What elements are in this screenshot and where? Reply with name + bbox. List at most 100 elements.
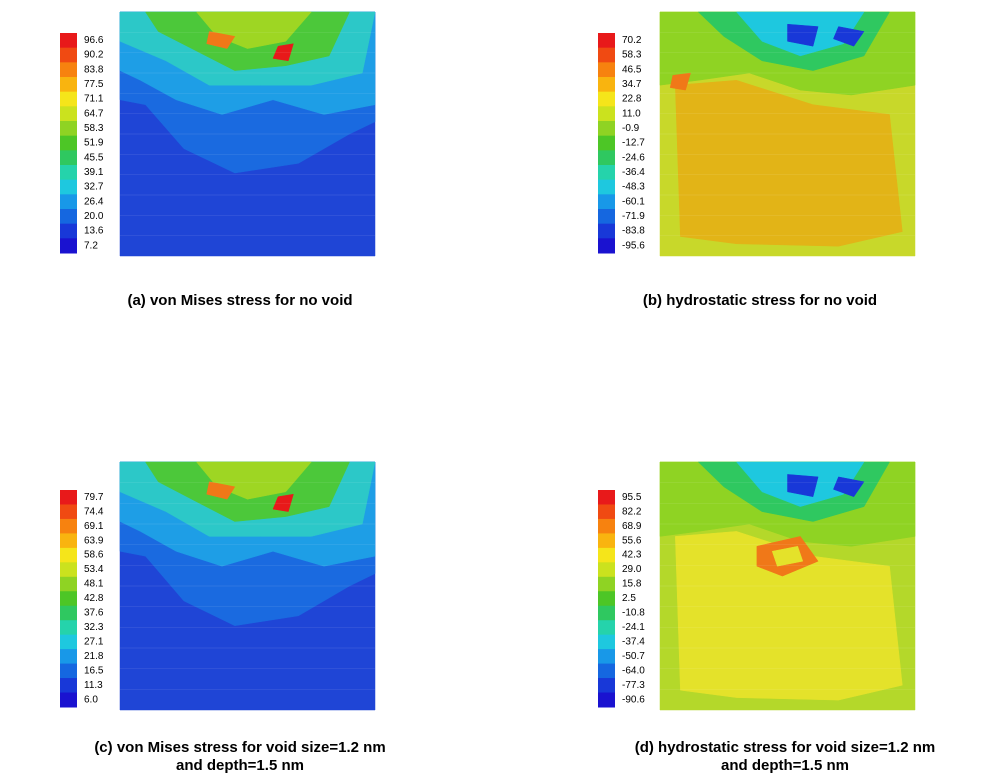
colorbar-band xyxy=(598,165,615,180)
colorbar-band xyxy=(60,504,77,519)
colorbar-label: 77.5 xyxy=(84,79,104,90)
colorbar-label: 32.7 xyxy=(84,182,104,193)
colorbar-label: 68.9 xyxy=(622,521,642,532)
colorbar-label: -48.3 xyxy=(622,182,645,193)
caption: (b) hydrostatic stress for no void xyxy=(643,292,877,309)
colorbar-band xyxy=(60,693,77,708)
colorbar-band xyxy=(60,635,77,650)
colorbar-label: 82.2 xyxy=(622,506,642,517)
colorbar-label: 70.2 xyxy=(622,35,642,46)
colorbar-label: 39.1 xyxy=(84,167,104,178)
colorbar-band xyxy=(60,194,77,209)
colorbar-band xyxy=(598,48,615,63)
colorbar-band xyxy=(598,548,615,563)
colorbar-label: -90.6 xyxy=(622,694,645,705)
colorbar-label: 20.0 xyxy=(84,211,104,222)
colorbar-label: 22.8 xyxy=(622,94,642,105)
colorbar-label: 55.6 xyxy=(622,535,642,546)
colorbar-band xyxy=(60,180,77,195)
colorbar-band xyxy=(598,224,615,239)
colorbar-label: -83.8 xyxy=(622,226,645,237)
colorbar-label: -24.1 xyxy=(622,622,645,633)
colorbar-label: -36.4 xyxy=(622,167,645,178)
colorbar-band xyxy=(598,577,615,592)
colorbar-band xyxy=(60,77,77,92)
colorbar-band xyxy=(60,606,77,621)
colorbar-label: 45.5 xyxy=(84,152,104,163)
colorbar-label: 63.9 xyxy=(84,535,104,546)
colorbar-label: 51.9 xyxy=(84,138,104,149)
colorbar-band xyxy=(598,180,615,195)
colorbar-band xyxy=(598,504,615,519)
colorbar-band xyxy=(60,92,77,107)
colorbar-band xyxy=(598,620,615,635)
colorbar-label: 69.1 xyxy=(84,521,104,532)
caption: (a) von Mises stress for no void xyxy=(127,292,352,309)
colorbar-band xyxy=(598,519,615,534)
colorbar-band xyxy=(598,194,615,209)
colorbar-band xyxy=(598,606,615,621)
colorbar-band xyxy=(60,209,77,224)
colorbar-label: 13.6 xyxy=(84,226,104,237)
colorbar-band xyxy=(60,165,77,180)
caption: (d) hydrostatic stress for void size=1.2… xyxy=(635,739,936,756)
caption: (c) von Mises stress for void size=1.2 n… xyxy=(94,739,385,756)
colorbar-label: 16.5 xyxy=(84,665,104,676)
colorbar-label: 58.3 xyxy=(622,50,642,61)
colorbar-label: 58.6 xyxy=(84,550,104,561)
colorbar-label: 2.5 xyxy=(622,593,636,604)
colorbar-band xyxy=(60,224,77,239)
colorbar-label: -37.4 xyxy=(622,637,645,648)
colorbar-label: -60.1 xyxy=(622,196,645,207)
colorbar-label: -77.3 xyxy=(622,680,645,691)
colorbar-band xyxy=(598,490,615,505)
colorbar-band xyxy=(60,490,77,505)
colorbar-band xyxy=(60,48,77,63)
colorbar-band xyxy=(598,591,615,606)
colorbar-label: -0.9 xyxy=(622,123,640,134)
caption: and depth=1.5 nm xyxy=(721,757,849,774)
colorbar-band xyxy=(598,92,615,107)
colorbar-band xyxy=(60,620,77,635)
colorbar-label: -64.0 xyxy=(622,665,645,676)
colorbar-band xyxy=(598,664,615,679)
colorbar-label: 83.8 xyxy=(84,64,104,75)
colorbar-band xyxy=(60,533,77,548)
colorbar-label: 32.3 xyxy=(84,622,104,633)
colorbar-band xyxy=(598,533,615,548)
colorbar-label: 64.7 xyxy=(84,108,104,119)
colorbar-band xyxy=(60,678,77,693)
colorbar-band xyxy=(598,62,615,77)
colorbar-band xyxy=(60,62,77,77)
colorbar-label: -95.6 xyxy=(622,240,645,251)
panel: 95.582.268.955.642.329.015.82.5-10.8-24.… xyxy=(598,462,935,774)
colorbar-label: 15.8 xyxy=(622,579,642,590)
colorbar-band xyxy=(598,209,615,224)
colorbar-label: 46.5 xyxy=(622,64,642,75)
colorbar-band xyxy=(60,136,77,151)
colorbar-label: -12.7 xyxy=(622,138,645,149)
colorbar-band xyxy=(598,106,615,121)
colorbar-label: -71.9 xyxy=(622,211,645,222)
colorbar-label: 26.4 xyxy=(84,196,104,207)
colorbar-band xyxy=(598,649,615,664)
colorbar-label: 42.8 xyxy=(84,593,104,604)
colorbar-label: -24.6 xyxy=(622,152,645,163)
colorbar-label: 42.3 xyxy=(622,550,642,561)
colorbar-label: 79.7 xyxy=(84,492,104,503)
colorbar-label: -10.8 xyxy=(622,608,645,619)
colorbar-band xyxy=(598,635,615,650)
colorbar-label: 58.3 xyxy=(84,123,104,134)
colorbar-band xyxy=(598,678,615,693)
colorbar-label: 11.3 xyxy=(84,680,103,691)
colorbar-label: -50.7 xyxy=(622,651,645,662)
colorbar-band xyxy=(60,577,77,592)
colorbar-label: 95.5 xyxy=(622,492,642,503)
figure: 96.690.283.877.571.164.758.351.945.539.1… xyxy=(0,0,1005,783)
colorbar-label: 53.4 xyxy=(84,564,104,575)
colorbar-band xyxy=(60,150,77,165)
colorbar-label: 21.8 xyxy=(84,651,104,662)
colorbar-band xyxy=(60,591,77,606)
colorbar-band xyxy=(598,562,615,577)
colorbar-label: 90.2 xyxy=(84,50,104,61)
